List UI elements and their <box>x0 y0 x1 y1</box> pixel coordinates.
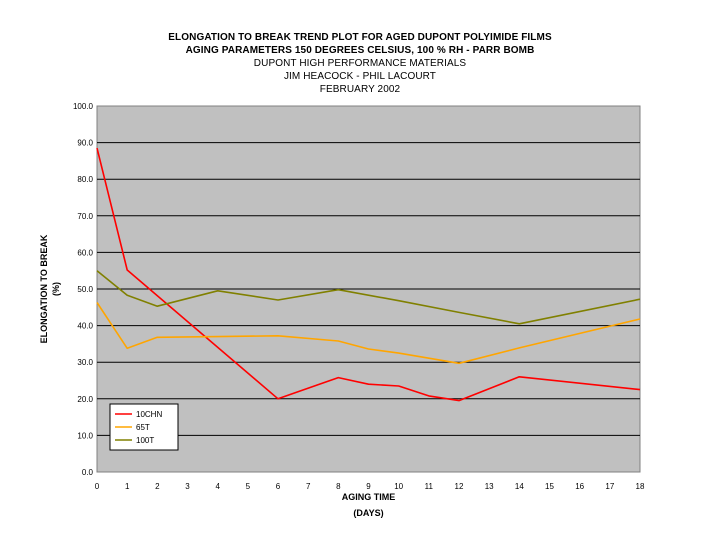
gridlines <box>97 142 640 436</box>
chart-subtitle-authors: JIM HEACOCK - PHIL LACOURT <box>283 71 437 82</box>
x-axis-label: AGING TIME <box>342 492 396 502</box>
legend-label-10chn: 10CHN <box>136 410 162 419</box>
chart-title: ELONGATION TO BREAK TREND PLOT FOR AGED … <box>168 32 552 43</box>
x-tick-label: 11 <box>425 482 434 491</box>
y-tick-label: 70.0 <box>77 212 93 221</box>
x-tick-label: 12 <box>455 482 464 491</box>
x-axis-label-unit: (DAYS) <box>353 508 383 518</box>
data-series <box>96 147 641 402</box>
legend: 10CHN 65T 100T <box>109 403 179 451</box>
x-tick-label: 6 <box>276 482 281 491</box>
chart-subtitle-date: FEBRUARY 2002 <box>319 84 401 95</box>
chart-titles: ELONGATION TO BREAK TREND PLOT FOR AGED … <box>0 31 720 96</box>
legend-label-100t: 100T <box>136 436 154 445</box>
x-tick-label: 7 <box>306 482 311 491</box>
y-tick-label: 0.0 <box>82 468 94 477</box>
y-tick-label: 60.0 <box>77 248 93 257</box>
y-axis-label: ELONGATION TO BREAK <box>39 234 49 343</box>
x-tick-label: 4 <box>215 482 220 491</box>
series-line-100t <box>96 270 641 325</box>
y-tick-label: 90.0 <box>77 139 93 148</box>
x-axis-ticks: 0 1 2 3 4 5 6 7 8 9 10 11 12 13 14 15 16 17 18 <box>95 482 645 491</box>
y-tick-label: 80.0 <box>77 175 93 184</box>
legend-label-65t: 65T <box>136 423 150 432</box>
y-tick-label: 50.0 <box>77 285 93 294</box>
x-tick-label: 15 <box>545 482 554 491</box>
chart-subtitle-aging: AGING PARAMETERS 150 DEGREES CELSIUS, 10… <box>185 45 535 56</box>
x-tick-label: 14 <box>515 482 524 491</box>
y-axis-ticks: 0.0 10.0 20.0 30.0 40.0 50.0 60.0 70.0 80.0 90.0 1… <box>73 102 94 477</box>
y-tick-label: 40.0 <box>77 322 93 331</box>
x-tick-label: 9 <box>366 482 371 491</box>
x-tick-label: 16 <box>575 482 584 491</box>
x-tick-label: 2 <box>155 482 160 491</box>
x-tick-label: 3 <box>185 482 190 491</box>
x-tick-label: 18 <box>636 482 645 491</box>
y-axis-label-unit: (%) <box>51 282 61 296</box>
series-line-10chn <box>96 147 641 402</box>
x-tick-label: 1 <box>125 482 130 491</box>
y-tick-label: 10.0 <box>77 431 93 440</box>
series-line-65t <box>96 302 641 365</box>
y-tick-label: 100.0 <box>73 102 94 111</box>
x-tick-label: 10 <box>394 482 403 491</box>
y-tick-label: 20.0 <box>77 395 93 404</box>
y-tick-label: 30.0 <box>77 358 93 367</box>
x-tick-label: 17 <box>605 482 614 491</box>
chart-subtitle-org: DUPONT HIGH PERFORMANCE MATERIALS <box>253 58 467 69</box>
x-tick-label: 5 <box>246 482 251 491</box>
x-tick-label: 8 <box>336 482 341 491</box>
x-tick-label: 13 <box>485 482 494 491</box>
legend-box <box>109 403 179 451</box>
x-tick-label: 0 <box>95 482 100 491</box>
